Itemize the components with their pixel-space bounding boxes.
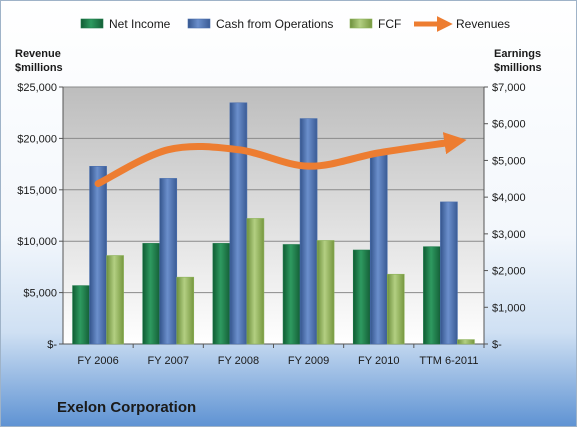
right-axis-title-unit: $millions xyxy=(494,62,542,74)
legend-fcf-swatch xyxy=(349,18,373,29)
legend-net-income-label: Net Income xyxy=(109,17,171,31)
x-axis-tick-label: FY 2007 xyxy=(148,355,189,367)
company-name: Exelon Corporation xyxy=(57,399,197,416)
legend-net-income-swatch xyxy=(80,18,104,29)
cash-from-operations-bar xyxy=(229,102,248,345)
right-axis-tick-label: $4,000 xyxy=(492,192,526,204)
legend-revenues-label: Revenues xyxy=(456,17,510,31)
cash-from-operations-bar xyxy=(299,118,318,345)
right-axis-tick-label: $7,000 xyxy=(492,82,526,94)
left-axis-tick-label: $25,000 xyxy=(17,82,57,94)
net-income-bar xyxy=(142,243,161,345)
right-axis-tick-label: $5,000 xyxy=(492,155,526,167)
net-income-bar xyxy=(423,246,441,345)
right-axis-tick-label: $- xyxy=(492,339,502,351)
x-axis-tick-label: FY 2008 xyxy=(218,355,259,367)
right-axis-tick-label: $6,000 xyxy=(492,119,526,131)
legend-cash-from-operations-label: Cash from Operations xyxy=(216,17,333,31)
fcf-bar xyxy=(106,255,124,345)
fcf-bar xyxy=(176,276,195,345)
fcf-bar xyxy=(457,339,475,345)
left-axis-tick-label: $15,000 xyxy=(17,185,57,197)
right-axis-tick-label: $3,000 xyxy=(492,229,526,241)
left-axis-title: Revenue xyxy=(15,48,61,60)
x-axis-tick-label: TTM 6-2011 xyxy=(419,355,478,367)
revenues-line xyxy=(94,132,467,188)
x-axis-tick-label: FY 2009 xyxy=(288,355,329,367)
net-income-bar xyxy=(72,285,90,345)
left-axis-title-unit: $millions xyxy=(15,62,63,74)
left-axis-tick-label: $20,000 xyxy=(17,133,57,145)
legend-cash-from-operations-swatch xyxy=(187,18,211,29)
plot-area xyxy=(63,87,484,344)
right-axis-title: Earnings xyxy=(494,48,541,60)
net-income-bar xyxy=(352,249,371,345)
net-income-bar xyxy=(282,244,301,345)
legend-fcf-label: FCF xyxy=(378,17,401,31)
fcf-bar xyxy=(246,218,265,345)
cash-from-operations-bar xyxy=(159,178,178,345)
cash-from-operations-bar xyxy=(440,201,458,345)
net-income-bar xyxy=(212,243,231,345)
right-axis-tick-label: $1,000 xyxy=(492,302,526,314)
right-axis-tick-label: $2,000 xyxy=(492,266,526,278)
x-axis-tick-label: FY 2010 xyxy=(358,355,399,367)
fcf-bar xyxy=(386,273,405,345)
x-axis-tick-label: FY 2006 xyxy=(77,355,118,367)
left-axis-tick-label: $10,000 xyxy=(17,236,57,248)
cash-from-operations-bar xyxy=(369,151,388,345)
left-axis-tick-label: $5,000 xyxy=(23,288,57,300)
fcf-bar xyxy=(316,240,335,345)
cash-from-operations-bar xyxy=(89,166,107,345)
left-axis-tick-label: $- xyxy=(47,339,57,351)
